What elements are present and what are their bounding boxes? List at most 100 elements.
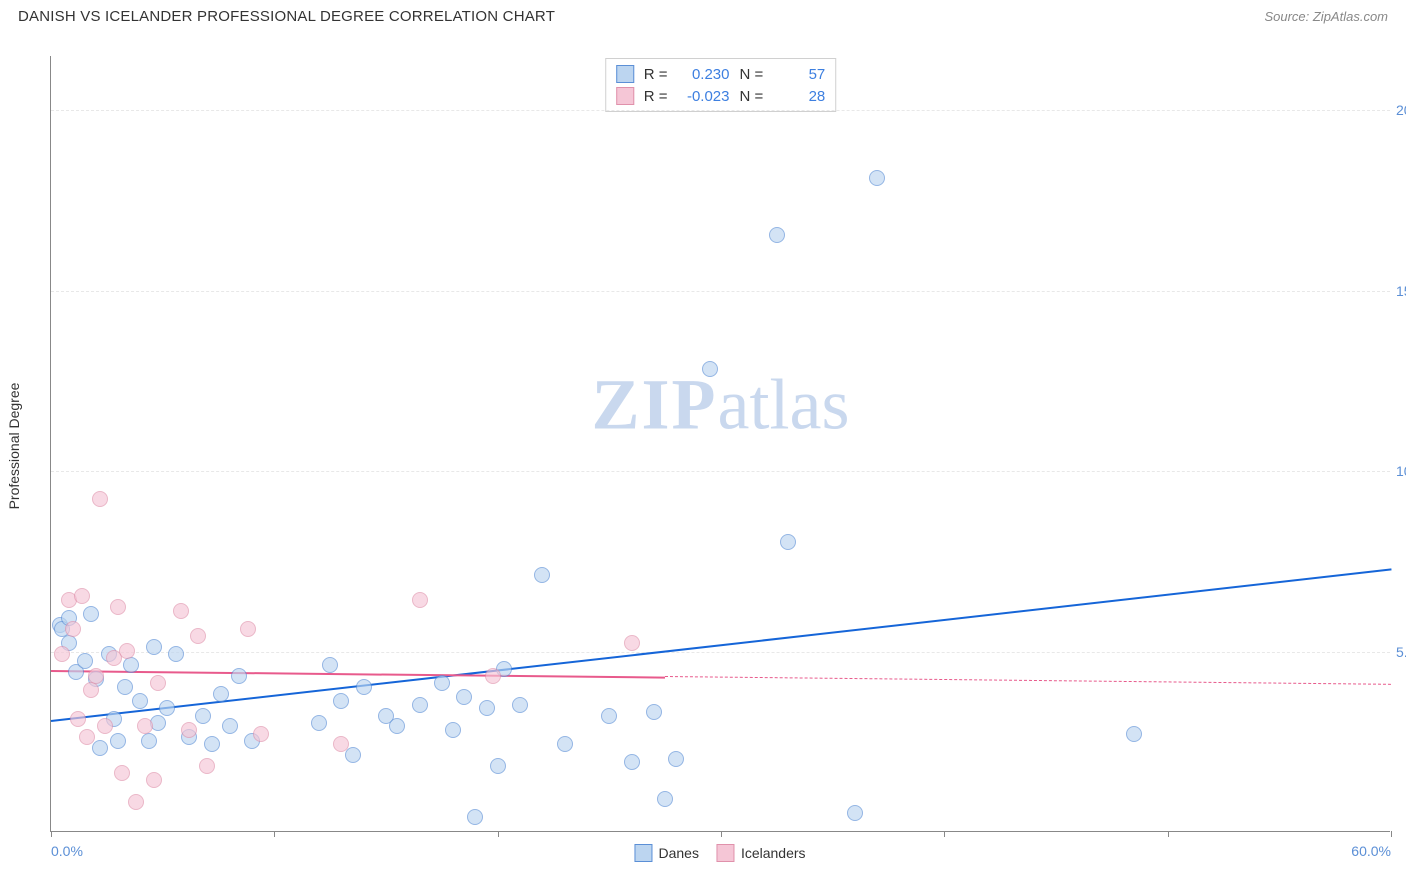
data-point [322, 657, 338, 673]
data-point [434, 675, 450, 691]
y-tick-label: 20.0% [1396, 102, 1406, 118]
data-point [1126, 726, 1142, 742]
plot-inner: ZIPatlas R =0.230N =57R =-0.023N =28 5.0… [50, 56, 1390, 832]
data-point [83, 682, 99, 698]
series-legend: Danes Icelanders [634, 844, 805, 862]
data-point [150, 715, 166, 731]
data-point [92, 740, 108, 756]
chart-title: DANISH VS ICELANDER PROFESSIONAL DEGREE … [18, 8, 555, 25]
data-point [70, 711, 86, 727]
x-tick [944, 831, 945, 837]
stats-N-value: 57 [773, 66, 825, 83]
data-point [456, 689, 472, 705]
data-point [445, 722, 461, 738]
data-point [204, 736, 220, 752]
gridline-h [51, 291, 1390, 292]
data-point [181, 722, 197, 738]
data-point [168, 646, 184, 662]
x-tick-label: 60.0% [1351, 843, 1391, 859]
stats-N-value: 28 [773, 88, 825, 105]
stats-R-label: R = [644, 66, 668, 83]
data-point [83, 606, 99, 622]
legend-swatch [634, 844, 652, 862]
y-tick-label: 10.0% [1396, 463, 1406, 479]
data-point [117, 679, 133, 695]
x-tick [274, 831, 275, 837]
data-point [668, 751, 684, 767]
gridline-h [51, 471, 1390, 472]
legend-swatch [717, 844, 735, 862]
data-point [92, 491, 108, 507]
x-tick [1391, 831, 1392, 837]
data-point [146, 772, 162, 788]
plot-area: ZIPatlas R =0.230N =57R =-0.023N =28 5.0… [50, 56, 1390, 832]
stats-R-label: R = [644, 88, 668, 105]
data-point [311, 715, 327, 731]
data-point [657, 791, 673, 807]
data-point [847, 805, 863, 821]
y-tick-label: 15.0% [1396, 283, 1406, 299]
data-point [702, 361, 718, 377]
data-point [132, 693, 148, 709]
data-point [780, 534, 796, 550]
legend-swatch [616, 65, 634, 83]
stats-R-value: -0.023 [678, 88, 730, 105]
stats-N-label: N = [740, 66, 764, 83]
data-point [123, 657, 139, 673]
x-tick-label: 0.0% [51, 843, 83, 859]
data-point [119, 643, 135, 659]
data-point [534, 567, 550, 583]
title-bar: DANISH VS ICELANDER PROFESSIONAL DEGREE … [0, 0, 1406, 29]
trend-line [51, 569, 1391, 723]
bottom-legend-item: Icelanders [717, 844, 806, 862]
stats-legend-row: R =0.230N =57 [616, 63, 826, 85]
data-point [333, 693, 349, 709]
data-point [769, 227, 785, 243]
stats-N-label: N = [740, 88, 764, 105]
data-point [253, 726, 269, 742]
data-point [195, 708, 211, 724]
data-point [490, 758, 506, 774]
x-tick [498, 831, 499, 837]
data-point [412, 592, 428, 608]
data-point [624, 635, 640, 651]
data-point [159, 700, 175, 716]
data-point [137, 718, 153, 734]
bottom-legend-label: Danes [658, 845, 698, 861]
data-point [213, 686, 229, 702]
data-point [110, 599, 126, 615]
trend-line [51, 670, 665, 679]
watermark: ZIPatlas [592, 363, 850, 446]
stats-legend-box: R =0.230N =57R =-0.023N =28 [605, 58, 837, 112]
data-point [356, 679, 372, 695]
y-tick-label: 5.0% [1396, 644, 1406, 660]
bottom-legend-label: Icelanders [741, 845, 806, 861]
data-point [624, 754, 640, 770]
data-point [74, 588, 90, 604]
data-point [601, 708, 617, 724]
data-point [479, 700, 495, 716]
x-tick [721, 831, 722, 837]
data-point [512, 697, 528, 713]
trend-line-dashed [665, 676, 1391, 685]
x-tick [1168, 831, 1169, 837]
data-point [97, 718, 113, 734]
data-point [199, 758, 215, 774]
legend-swatch [616, 87, 634, 105]
bottom-legend-item: Danes [634, 844, 698, 862]
gridline-h [51, 652, 1390, 653]
data-point [231, 668, 247, 684]
data-point [110, 733, 126, 749]
data-point [54, 646, 70, 662]
stats-legend-row: R = -0.023 N = 28 [616, 85, 826, 107]
y-axis-label: Professional Degree [6, 383, 22, 510]
data-point [412, 697, 428, 713]
data-point [467, 809, 483, 825]
data-point [173, 603, 189, 619]
data-point [150, 675, 166, 691]
data-point [190, 628, 206, 644]
data-point [141, 733, 157, 749]
data-point [222, 718, 238, 734]
gridline-h [51, 110, 1390, 111]
data-point [557, 736, 573, 752]
